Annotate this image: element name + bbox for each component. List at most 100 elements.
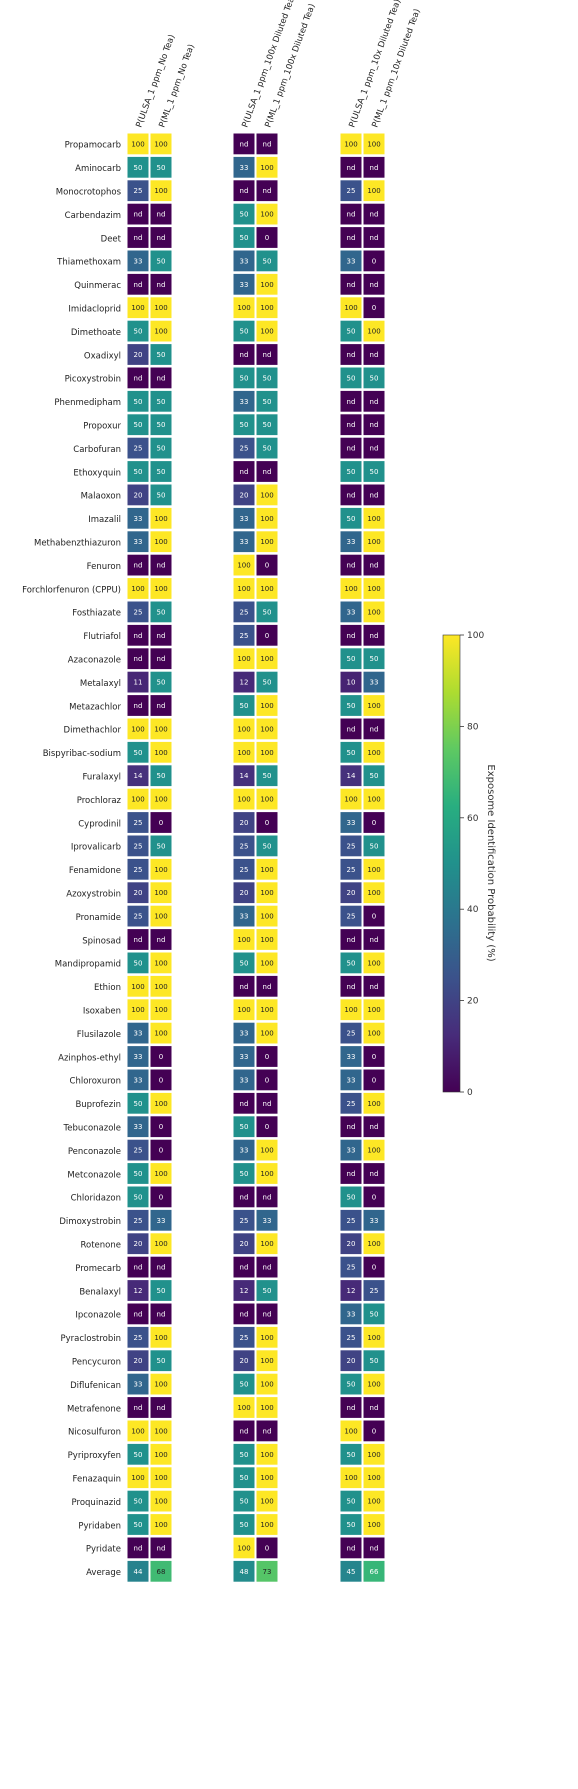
row-label: Pencycuron	[72, 1358, 121, 1368]
heatmap-cell	[232, 1466, 256, 1490]
cell-value: nd	[157, 1544, 166, 1552]
cell-value: 33	[347, 538, 356, 546]
cell-value: 100	[154, 328, 167, 336]
cell-value: 50	[134, 398, 143, 406]
row-label: Dimethoate	[71, 328, 121, 338]
heatmap-cell	[126, 764, 150, 788]
cell-value: 50	[370, 468, 379, 476]
cell-value: 50	[157, 1287, 166, 1295]
heatmap-cell	[255, 460, 279, 483]
heatmap-cell	[255, 1489, 279, 1513]
heatmap-cell	[126, 530, 150, 554]
heatmap-cell	[362, 1255, 386, 1279]
cell-value: 100	[154, 749, 167, 757]
heatmap-cell	[126, 343, 150, 366]
cell-value: 50	[370, 1310, 379, 1318]
row-label: Isoxaben	[83, 1007, 121, 1017]
cell-value: nd	[347, 1170, 356, 1178]
row-label: Azaconazole	[68, 656, 121, 666]
heatmap-cell	[232, 319, 256, 343]
heatmap-cell	[362, 506, 386, 530]
cell-value: 100	[154, 1240, 167, 1248]
heatmap-cell	[149, 319, 173, 343]
heatmap-cell	[362, 1045, 386, 1068]
cell-value: nd	[240, 1100, 249, 1108]
heatmap-cell	[255, 530, 279, 554]
cell-value: 33	[240, 538, 249, 546]
heatmap-cell	[126, 600, 150, 624]
cell-value: 50	[263, 679, 272, 687]
heatmap-cell	[339, 1138, 363, 1162]
row-label: Pronamide	[76, 913, 121, 923]
row-label: Carbofuran	[73, 445, 121, 455]
heatmap-cell	[149, 413, 173, 437]
cell-value: nd	[240, 468, 249, 476]
cell-value: 20	[134, 351, 143, 359]
cell-value: 50	[157, 772, 166, 780]
heatmap-cell	[255, 1162, 279, 1185]
heatmap-cell	[255, 272, 279, 296]
cell-value: 100	[367, 1498, 380, 1506]
heatmap-cell	[149, 928, 173, 951]
cell-value: 100	[344, 585, 357, 593]
cell-value: 100	[260, 1404, 273, 1412]
cell-value: 100	[260, 655, 273, 663]
row-label: Fosthiazate	[72, 609, 121, 619]
heatmap-cell	[149, 1021, 173, 1045]
heatmap-cell	[232, 1325, 256, 1349]
heatmap-cell	[126, 226, 150, 249]
heatmap-cell	[362, 553, 386, 577]
cell-value: 100	[154, 796, 167, 804]
heatmap-cell	[255, 1559, 279, 1583]
cell-value: 100	[237, 796, 250, 804]
heatmap-cell	[339, 506, 363, 530]
heatmap-cell	[126, 1372, 150, 1396]
cell-value: 50	[347, 702, 356, 710]
cell-value: 50	[370, 842, 379, 850]
heatmap-cell	[126, 1302, 150, 1326]
cell-value: nd	[347, 491, 356, 499]
cell-value: nd	[240, 1264, 249, 1272]
heatmap-cell	[149, 1325, 173, 1349]
cell-value: 100	[260, 1381, 273, 1389]
cell-value: nd	[263, 1100, 272, 1108]
heatmap-cell	[149, 530, 173, 554]
cell-value: 50	[134, 1521, 143, 1529]
heatmap-cell	[149, 1396, 173, 1419]
heatmap-cell	[339, 1115, 363, 1139]
heatmap-cell	[255, 202, 279, 226]
cell-value: 100	[154, 725, 167, 733]
cell-value: 25	[240, 866, 249, 874]
heatmap-cell	[126, 881, 150, 905]
heatmap-cell	[255, 974, 279, 998]
heatmap-cell	[126, 1255, 150, 1279]
heatmap-cell	[232, 1513, 256, 1536]
cell-value: nd	[370, 983, 379, 991]
heatmap-cell	[149, 483, 173, 507]
cell-value: 25	[240, 445, 249, 453]
heatmap-cell	[149, 881, 173, 905]
cell-value: 25	[240, 1334, 249, 1342]
heatmap-cell	[362, 343, 386, 366]
heatmap-cell	[339, 132, 363, 156]
heatmap-cell	[149, 132, 173, 156]
cell-value: nd	[347, 725, 356, 733]
heatmap-cell	[232, 155, 256, 179]
heatmap-cell	[339, 1466, 363, 1490]
heatmap-cell	[339, 904, 363, 928]
cell-value: 45	[347, 1568, 356, 1576]
row-label: Dimoxystrobin	[59, 1217, 121, 1227]
heatmap-cell	[339, 389, 363, 413]
cell-value: nd	[347, 562, 356, 570]
cell-value: nd	[263, 1264, 272, 1272]
cell-value: 100	[344, 304, 357, 312]
heatmap-cell	[126, 296, 150, 320]
heatmap-cell	[126, 1045, 150, 1068]
heatmap-cell	[255, 904, 279, 928]
heatmap-cell	[339, 366, 363, 390]
heatmap-cell	[232, 1045, 256, 1068]
heatmap-cell	[149, 1466, 173, 1490]
heatmap-cell	[149, 1302, 173, 1326]
cell-value: 50	[263, 608, 272, 616]
heatmap-cell	[255, 1302, 279, 1326]
